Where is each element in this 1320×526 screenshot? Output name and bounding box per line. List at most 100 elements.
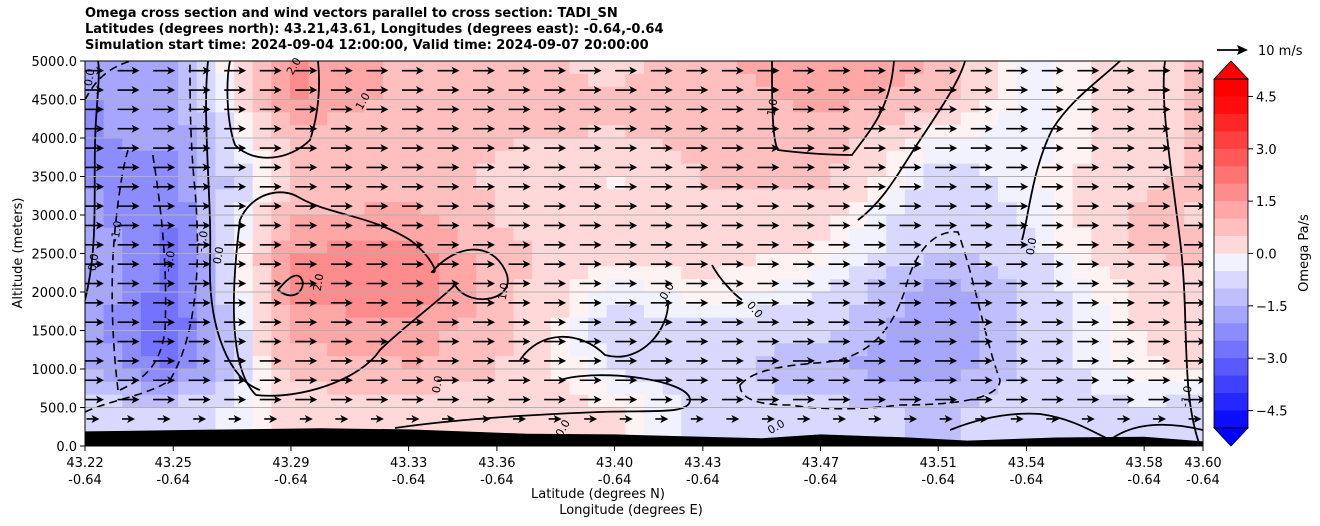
wind-vector (366, 202, 389, 211)
wind-vector-head (451, 260, 460, 269)
wind-vector (899, 86, 922, 95)
omega-cell (289, 279, 310, 293)
omega-cell (420, 189, 440, 203)
wind-vector-head (593, 376, 602, 385)
omega-cell (793, 112, 813, 126)
wind-vector-head (700, 182, 709, 191)
wind-vector-head (487, 279, 496, 288)
wind-vector (686, 163, 709, 172)
omega-cell (1016, 189, 1036, 203)
y-tick-label: 3000.0 (32, 209, 78, 224)
omega-cell (401, 330, 421, 344)
contour-label: -1.0 (108, 220, 125, 243)
omega-cell (159, 189, 179, 203)
omega-cell (606, 381, 626, 396)
wind-vector-head (949, 86, 958, 95)
wind-vector (721, 337, 744, 346)
wind-vector (366, 298, 389, 307)
omega-cell (998, 369, 1018, 383)
omega-cell (1109, 356, 1130, 370)
wind-vector-head (96, 144, 104, 153)
wind-vector-head (1198, 240, 1203, 249)
wind-vector (437, 337, 460, 346)
omega-cell (699, 73, 720, 88)
wind-vector-head (664, 240, 673, 249)
omega-cell (979, 304, 999, 319)
wind-vector (1112, 279, 1135, 288)
wind-vector-head (593, 356, 602, 365)
wind-vector-head (1126, 124, 1135, 133)
wind-vector (1041, 337, 1064, 346)
omega-cell (998, 240, 1018, 255)
wind-vector-head (1193, 414, 1202, 423)
omega-cell (1184, 330, 1203, 344)
omega-cell (923, 279, 943, 293)
omega-cell (793, 330, 813, 344)
omega-cell (178, 112, 198, 126)
wind-vector-head (629, 356, 638, 365)
wind-vector (1148, 279, 1171, 288)
omega-cell (923, 163, 943, 178)
omega-cell (1109, 215, 1130, 229)
omega-cell (774, 420, 794, 434)
colorbar-tick-label: 3.0 (1256, 143, 1277, 158)
wind-vector-head (949, 105, 958, 114)
colorbar-tick-label: 1.5 (1256, 195, 1277, 210)
wind-vector (721, 221, 744, 230)
wind-vector-head (487, 395, 496, 404)
wind-vector-head (558, 202, 567, 211)
omega-cell (755, 266, 776, 280)
wind-vector-head (1126, 260, 1135, 269)
omega-cell (942, 73, 962, 88)
wind-vector (330, 221, 353, 230)
wind-vector-head (309, 279, 318, 288)
wind-vector-head (167, 124, 176, 133)
wind-vector-head (984, 66, 993, 75)
omega-cell (494, 369, 515, 383)
omega-cell (327, 279, 347, 293)
wind-vector (828, 356, 851, 365)
wind-vector-head (984, 221, 993, 230)
omega-cell (1035, 343, 1055, 357)
omega-cell (364, 163, 384, 178)
omega-cell (1035, 227, 1055, 242)
wind-vector-head (487, 124, 496, 133)
omega-cell (718, 61, 738, 75)
omega-cell (513, 279, 533, 293)
omega-cell (904, 317, 925, 332)
omega-cell (1184, 279, 1203, 293)
wind-vector (1148, 124, 1171, 133)
omega-cell (327, 343, 347, 357)
wind-vector-head (664, 86, 673, 95)
wind-vector (188, 376, 211, 385)
omega-cell (960, 138, 980, 152)
wind-vector-head (415, 144, 424, 153)
wind-vector (757, 144, 780, 153)
wind-vector-head (273, 124, 282, 133)
wind-vector (366, 279, 389, 288)
wind-vector (721, 124, 744, 133)
wind-vector-head (1162, 202, 1171, 211)
wind-vector-head (771, 298, 780, 307)
omega-cell (1128, 304, 1148, 319)
omega-cell (1128, 227, 1148, 242)
wind-vector (153, 144, 176, 153)
omega-cell (140, 189, 161, 203)
wind-vector (1081, 414, 1095, 423)
omega-cell (811, 369, 831, 383)
wind-vector (864, 221, 887, 230)
wind-vector-head (949, 376, 958, 385)
wind-vector (935, 124, 958, 133)
omega-cell (681, 163, 701, 178)
wind-vector-head (842, 260, 851, 269)
omega-cell (1053, 420, 1074, 434)
omega-cell (327, 163, 347, 178)
colorbar-band (1214, 393, 1248, 412)
omega-cell (532, 125, 552, 139)
y-tick-label: 5000.0 (32, 55, 78, 70)
wind-vector-head (167, 163, 176, 172)
wind-vector (1077, 86, 1100, 95)
wind-vector-head (593, 260, 602, 269)
wind-vector (970, 240, 993, 249)
omega-cell (625, 86, 645, 101)
